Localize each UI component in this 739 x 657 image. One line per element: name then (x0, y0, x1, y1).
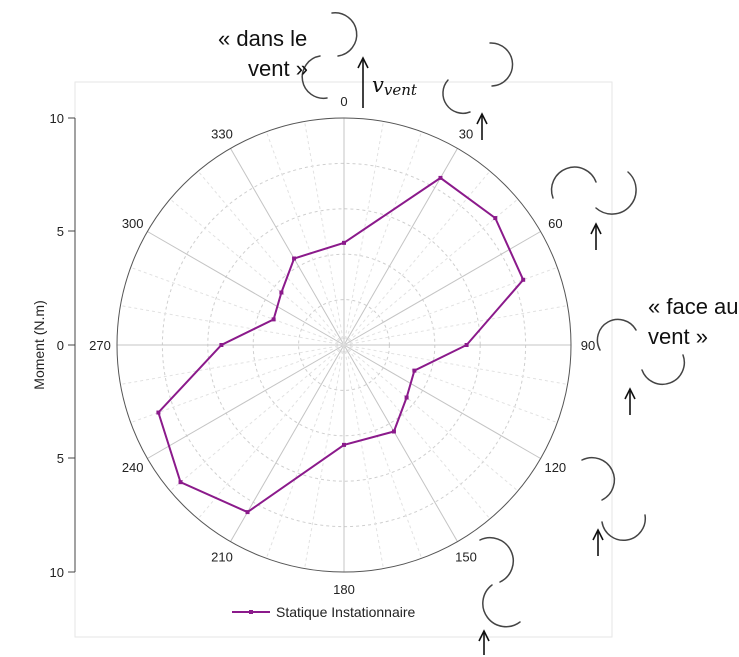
annotation-line: « face au (648, 294, 739, 319)
radial-axis: 10 5 0 5 10 Moment (N.m) (31, 111, 76, 580)
radial-tick-label: 5 (57, 451, 64, 466)
grid-spoke-major (343, 231, 541, 346)
rotor-icon-60 (550, 166, 637, 215)
angle-tick-label: 240 (122, 460, 144, 475)
legend: Statique Instationnaire (232, 604, 416, 620)
data-point (464, 343, 469, 347)
radial-tick-label: 5 (57, 224, 64, 239)
annotation-dans-le-vent: « dans le vent » (218, 24, 308, 84)
data-point (493, 216, 498, 221)
grid-spoke-minor (343, 266, 558, 346)
data-point (342, 442, 346, 447)
grid-spoke-major (343, 344, 541, 459)
angle-tick-label: 120 (544, 460, 566, 475)
data-point (219, 343, 224, 347)
grid-spoke-minor (130, 266, 345, 346)
grid-spoke-minor (304, 344, 345, 569)
radial-tick-label: 0 (57, 338, 64, 353)
grid-spoke-major (230, 344, 345, 542)
grid-spoke-minor (120, 305, 345, 346)
angle-tick-label: 0 (340, 94, 347, 109)
angle-tick-labels: 0 30 60 90 120 150 180 210 240 270 300 330 (89, 94, 595, 597)
angle-tick-label: 270 (89, 338, 111, 353)
arrow-up-icon (478, 629, 490, 655)
grid-spoke-minor (343, 305, 568, 346)
annotation-line: « dans le (218, 26, 308, 51)
arrow-up-icon (624, 387, 636, 415)
grid-spoke-minor (343, 121, 384, 346)
angle-tick-label: 30 (459, 127, 473, 142)
grid-spoke-minor (169, 344, 345, 492)
angle-tick-label: 180 (333, 582, 355, 597)
grid-spoke-minor (265, 131, 345, 346)
angle-tick-label: 60 (548, 216, 562, 231)
rotor-arrows (476, 112, 636, 655)
grid-spoke-minor (343, 344, 519, 492)
angle-tick-label: 300 (122, 216, 144, 231)
angle-tick-label: 90 (581, 338, 595, 353)
angle-tick-label: 210 (211, 549, 233, 564)
grid-spoke-minor (343, 344, 558, 424)
angular-grid (117, 118, 571, 572)
angle-tick-label: 150 (455, 549, 477, 564)
grid-spoke-minor (343, 344, 491, 520)
data-point (245, 510, 250, 515)
data-point (391, 429, 396, 434)
data-point (404, 395, 409, 400)
annotation-line: vent » (648, 324, 708, 349)
grid-spoke-major (343, 344, 458, 542)
data-point (279, 290, 284, 295)
annotation-face-au-vent: « face au vent » (648, 292, 739, 352)
grid-spoke-major (230, 148, 345, 346)
y-axis-label: Moment (N.m) (31, 300, 47, 389)
data-point (342, 240, 346, 245)
arrow-up-icon (590, 222, 602, 250)
outer-circle (116, 117, 572, 573)
annotation-line: vent » (248, 56, 308, 81)
rotor-icon-0 (301, 12, 358, 100)
grid-spoke-minor (197, 344, 345, 520)
radial-tick-label: 10 (50, 111, 64, 126)
wind-arrowhead-icon (357, 56, 369, 69)
grid-spoke-minor (343, 344, 384, 569)
grid-spoke-minor (169, 198, 345, 346)
grid-spoke-major (147, 231, 345, 346)
legend-label: Statique Instationnaire (276, 604, 416, 620)
grid-spoke-minor (265, 344, 345, 559)
data-point (292, 256, 297, 261)
data-point (438, 175, 443, 180)
data-point (156, 410, 161, 415)
rotor-icon-30 (442, 42, 514, 115)
grid-spoke-minor (343, 131, 423, 346)
grid-spoke-minor (304, 121, 345, 346)
arrow-up-icon (476, 112, 488, 140)
grid-spoke-minor (197, 170, 345, 346)
series-points (156, 175, 526, 515)
grid-spoke-major (147, 344, 345, 459)
grid-spoke-minor (343, 170, 491, 346)
grid-spoke-minor (130, 344, 345, 424)
data-point (271, 317, 276, 322)
grid-spoke-minor (343, 344, 568, 385)
data-point (521, 277, 526, 282)
wind-velocity-annotation: vvent (357, 56, 418, 108)
angle-tick-label: 330 (211, 127, 233, 142)
grid-spoke-minor (343, 198, 519, 346)
arrow-up-icon (592, 528, 604, 556)
radial-tick-label: 10 (50, 565, 64, 580)
rotor-sketches (301, 12, 686, 628)
rotor-icon-90 (596, 318, 686, 386)
grid-spoke-minor (120, 344, 345, 385)
rotor-icon-120 (581, 456, 647, 542)
grid-spoke-minor (343, 344, 423, 559)
data-point (178, 480, 183, 485)
data-point (412, 368, 417, 373)
legend-swatch-marker (249, 610, 253, 614)
velocity-label: vvent (372, 73, 418, 99)
grid-spoke-major (343, 148, 458, 346)
rotor-icon-150 (479, 537, 521, 628)
